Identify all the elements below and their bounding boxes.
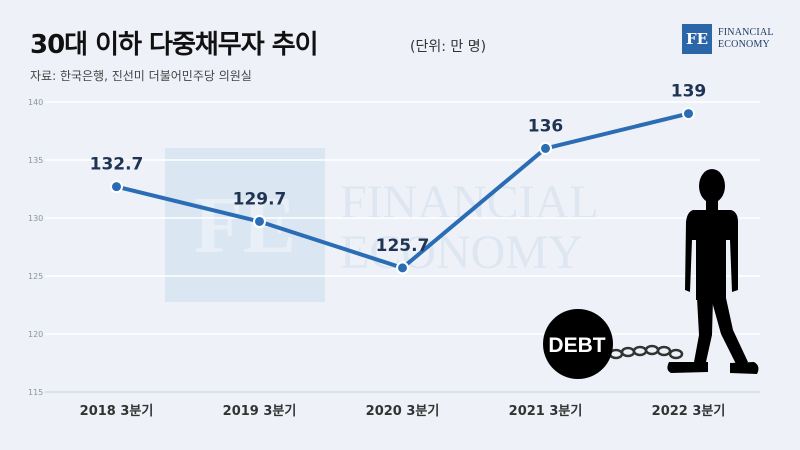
y-tick-label: 125 [28,272,43,281]
data-point [110,180,123,194]
data-labels: 132.7 129.7 125.7 136 139 [90,82,707,256]
data-label: 136 [528,116,564,136]
debt-ball-label: DEBT [548,334,605,357]
grid-lines [45,101,760,335]
data-point [682,107,695,121]
chain [608,344,684,360]
y-tick-label: 120 [28,330,43,339]
logo-mark: FE [682,24,712,54]
unit-label: (단위: 만 명) [410,39,487,55]
debt-ball [543,309,613,379]
x-tick-label: 2022 3분기 [652,404,726,419]
x-tick-label: 2019 3분기 [223,404,297,419]
logo-line-2: ECONOMY [718,39,770,50]
y-axis-ticks: 115 120 125 130 135 140 [28,98,43,397]
chart-title: 30대 이하 다중채무자 추이 [30,30,319,60]
watermark-line-1: FINANCIAL [340,176,599,229]
watermark-line-2: ECONOMY [340,226,583,279]
watermark: FE FINANCIAL ECONOMY [165,148,599,302]
data-point [539,141,552,155]
x-tick-label: 2018 3분기 [80,404,154,419]
source-note: 자료: 한국은행, 진선미 더불어민주당 의원실 [30,69,252,83]
debt-illustration: DEBT [543,169,759,379]
data-label: 139 [671,82,707,102]
x-axis-ticks: 2018 3분기 2019 3분기 2020 3분기 2021 3분기 2022 3분기 [80,404,726,419]
y-tick-label: 140 [28,98,43,107]
logo-wordmark: FINANCIAL ECONOMY [718,27,788,51]
data-label: 125.7 [376,236,430,256]
walking-man-silhouette [667,169,759,374]
data-point [396,261,409,275]
x-tick-label: 2021 3분기 [509,404,583,419]
brand-logo: FE FINANCIAL ECONOMY [682,24,782,56]
y-tick-label: 130 [28,214,43,223]
y-tick-label: 115 [28,388,43,397]
x-tick-label: 2020 3분기 [366,404,440,419]
data-point [253,214,266,228]
data-series [110,107,695,275]
y-tick-label: 135 [28,156,43,165]
data-label: 129.7 [233,189,287,209]
logo-line-1: FINANCIAL [718,27,774,38]
data-label: 132.7 [90,155,144,175]
